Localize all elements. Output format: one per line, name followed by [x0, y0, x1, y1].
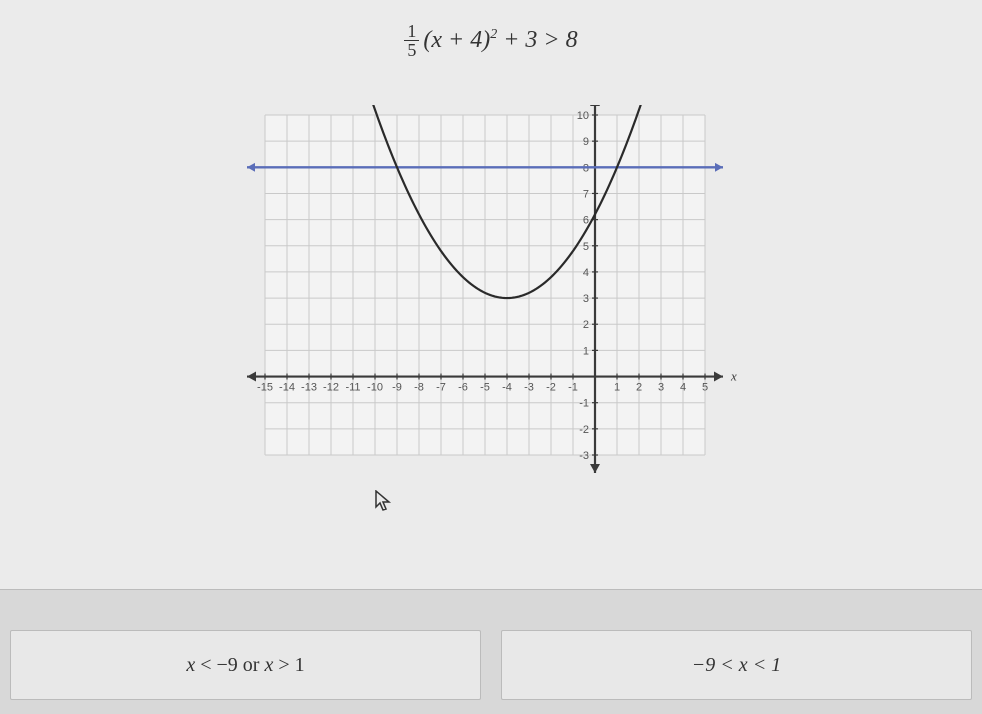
equation-body: (x + 4)2 + 3 > 8	[423, 27, 577, 54]
svg-text:-15: -15	[257, 382, 273, 394]
svg-text:-5: -5	[480, 382, 490, 394]
answer-option-left-label: x < −9 or x > 1	[186, 654, 304, 677]
svg-text:-2: -2	[546, 382, 556, 394]
svg-text:-1: -1	[579, 398, 589, 410]
svg-text:5: 5	[583, 241, 589, 253]
svg-text:4: 4	[680, 382, 686, 394]
svg-text:1: 1	[583, 345, 589, 357]
fraction-numerator: 1	[404, 22, 419, 41]
svg-text:3: 3	[583, 293, 589, 305]
svg-text:-8: -8	[414, 382, 424, 394]
graph-svg: -15-14-13-12-11-10-9-8-7-6-5-4-3-2-11234…	[240, 105, 740, 525]
svg-text:-3: -3	[579, 450, 589, 462]
svg-text:3: 3	[658, 382, 664, 394]
equation-display: 1 5 (x + 4)2 + 3 > 8	[0, 22, 982, 59]
svg-text:1: 1	[614, 382, 620, 394]
svg-text:5: 5	[702, 382, 708, 394]
svg-text:-7: -7	[436, 382, 446, 394]
svg-text:-1: -1	[568, 382, 578, 394]
fraction: 1 5	[404, 22, 419, 59]
svg-text:-9: -9	[392, 382, 402, 394]
fraction-denominator: 5	[404, 41, 419, 59]
answer-option-right-label: −9 < x < 1	[692, 654, 781, 677]
svg-text:-14: -14	[279, 382, 295, 394]
svg-text:x: x	[730, 369, 737, 384]
answer-option-left[interactable]: x < −9 or x > 1	[10, 630, 481, 700]
svg-text:9: 9	[583, 136, 589, 148]
svg-text:-4: -4	[502, 382, 512, 394]
svg-text:-11: -11	[345, 382, 360, 394]
svg-text:-13: -13	[301, 382, 317, 394]
svg-text:-10: -10	[367, 382, 383, 394]
svg-text:10: 10	[577, 110, 589, 122]
svg-text:7: 7	[583, 188, 589, 200]
answer-option-right[interactable]: −9 < x < 1	[501, 630, 972, 700]
answer-row: x < −9 or x > 1 −9 < x < 1	[0, 610, 982, 714]
svg-text:-3: -3	[524, 382, 534, 394]
svg-text:4: 4	[583, 267, 589, 279]
svg-text:2: 2	[636, 382, 642, 394]
svg-text:-12: -12	[323, 382, 339, 394]
svg-text:2: 2	[583, 319, 589, 331]
graph: -15-14-13-12-11-10-9-8-7-6-5-4-3-2-11234…	[240, 105, 740, 525]
svg-text:-6: -6	[458, 382, 468, 394]
svg-text:-2: -2	[579, 424, 589, 436]
question-panel: 1 5 (x + 4)2 + 3 > 8 -15-14-13-12-11-10-…	[0, 0, 982, 590]
